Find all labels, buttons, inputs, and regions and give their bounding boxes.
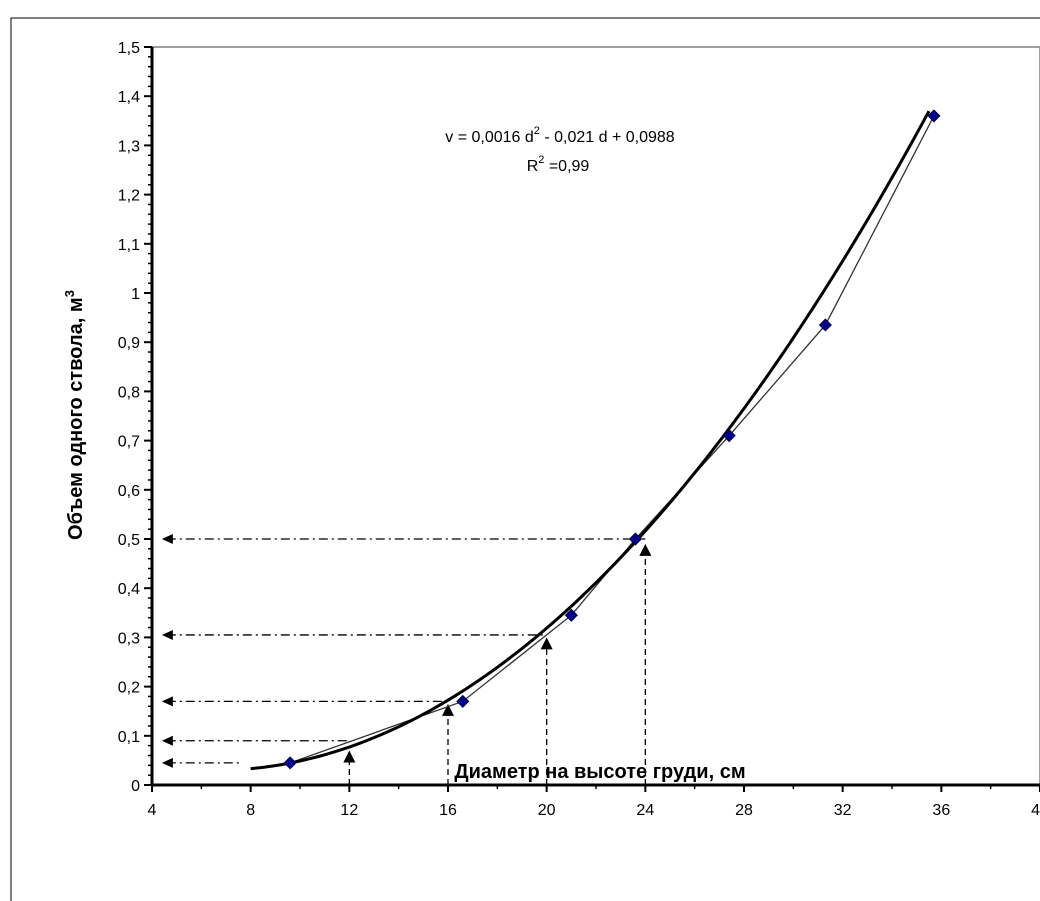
y-tick-label: 1 [131, 286, 140, 303]
readout-arrow-left [161, 757, 173, 768]
r-squared: R2 =0,99 [527, 154, 590, 175]
y-tick-label: 0,9 [118, 335, 140, 352]
y-tick-label: 1,2 [118, 188, 140, 205]
y-axis-title: Объем одного ствола, м3 [62, 290, 87, 540]
y-tick-label: 0,6 [118, 483, 140, 500]
trendline [250, 110, 931, 771]
y-tick-label: 0,4 [118, 581, 140, 598]
readout-arrow-up [540, 637, 553, 650]
series-group [250, 109, 941, 771]
y-tick-label: 1,4 [118, 89, 140, 106]
chart-border [10, 17, 1040, 901]
x-tick-label: 8 [246, 802, 255, 819]
readout-arrow-left [161, 735, 173, 746]
y-tick-label: 0,1 [118, 729, 140, 746]
x-tick-label: 12 [340, 802, 358, 819]
y-tick-label: 1,3 [118, 138, 140, 155]
x-tick-label: 24 [636, 802, 654, 819]
x-axis-title: Диаметр на высоте груди, см [454, 761, 745, 783]
y-tick-label: 0,2 [118, 680, 140, 697]
readout-lines [161, 534, 652, 785]
data-point [456, 694, 470, 708]
y-tick-label: 0,3 [118, 630, 140, 647]
readout-arrow-up [639, 543, 652, 556]
x-tick-label: 16 [439, 802, 457, 819]
x-tick-label: 40 [1031, 802, 1040, 819]
ticks: 0 0,1 0,2 0,3 0,4 0,5 0,6 0,7 0,8 0,9 1 1,1 1,2 1,3 1,… [118, 40, 1040, 819]
data-point [722, 429, 736, 443]
y-tick-label: 0,7 [118, 434, 140, 451]
data-point [818, 318, 832, 332]
y-tick-label: 1,5 [118, 40, 140, 57]
trend-equation: v = 0,0016 d2 - 0,021 d + 0,0988 [445, 125, 675, 146]
data-point [283, 756, 297, 770]
x-tick-label: 28 [735, 802, 753, 819]
readout-arrow-left [161, 696, 173, 707]
y-tick-label: 0,8 [118, 384, 140, 401]
x-tick-label: 32 [834, 802, 852, 819]
y-tick-label: 0,5 [118, 532, 140, 549]
data-point [927, 109, 941, 123]
y-tick-label: 1,1 [118, 237, 140, 254]
readout-arrow-left [161, 534, 173, 544]
x-tick-label: 20 [538, 802, 556, 819]
x-tick-label: 4 [148, 802, 157, 819]
readout-arrow-left [161, 629, 173, 640]
data-point [628, 532, 643, 546]
readout-arrow-up [343, 750, 356, 763]
data-point [564, 608, 578, 622]
y-tick-label: 0 [131, 778, 140, 795]
x-tick-label: 36 [932, 802, 950, 819]
readout-arrow-up [442, 703, 454, 716]
